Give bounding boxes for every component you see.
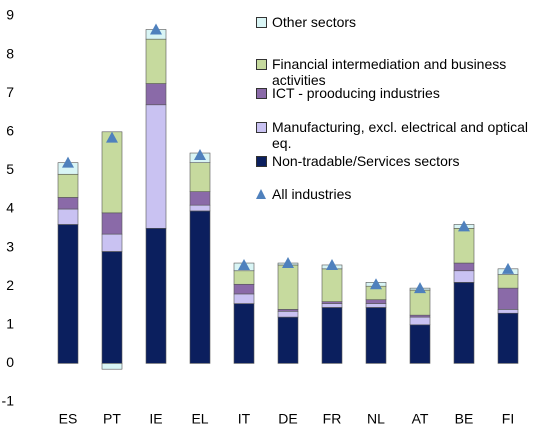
- legend-item: Non-tradable/Services sectors: [256, 153, 540, 169]
- bar-segment: [189, 210, 211, 364]
- bar-segment: [497, 274, 519, 289]
- y-tick-label: 2: [6, 277, 14, 293]
- y-tick-label: 1: [6, 316, 14, 332]
- legend-label: Other sectors: [272, 14, 357, 30]
- bar-segment: [365, 307, 387, 364]
- total-marker: [238, 258, 250, 270]
- total-marker: [194, 148, 206, 160]
- bar-segment: [57, 208, 79, 225]
- bar-segment: [453, 282, 475, 364]
- bar-segment: [145, 38, 167, 84]
- bar-segment: [365, 303, 387, 308]
- legend-item: Manufacturing, excl. electrical and opti…: [256, 119, 540, 151]
- x-tick-label: AT: [412, 411, 429, 427]
- bar-segment: [233, 283, 255, 295]
- y-tick-label: 0: [6, 354, 14, 370]
- x-tick-label: PT: [103, 411, 121, 427]
- bar-segment: [409, 316, 431, 326]
- legend-marker: [256, 156, 267, 167]
- bar-segment: [57, 173, 79, 198]
- bar-segment: [101, 212, 123, 235]
- y-tick-label: 3: [6, 238, 14, 254]
- legend-label: Financial intermediation and business ac…: [272, 56, 507, 88]
- legend-marker: [256, 59, 267, 70]
- bar-segment: [57, 197, 79, 210]
- legend-item: ICT - prooducing industries: [256, 85, 540, 101]
- bar-segment: [277, 316, 299, 364]
- legend-marker: [256, 17, 267, 28]
- x-tick-label: DE: [278, 411, 297, 427]
- x-tick-label: FI: [502, 411, 514, 427]
- bar-segment: [453, 262, 475, 272]
- total-marker: [62, 156, 74, 168]
- bar-segment: [453, 270, 475, 283]
- total-marker: [458, 220, 470, 232]
- x-tick-label: BE: [455, 411, 474, 427]
- legend-marker: [256, 88, 267, 99]
- legend-label: Manufacturing, excl. electrical and opti…: [272, 119, 529, 151]
- x-tick-label: FR: [323, 411, 342, 427]
- bar-segment: [497, 287, 519, 310]
- total-marker: [150, 23, 162, 35]
- x-tick-label: ES: [59, 411, 78, 427]
- bar-segment: [409, 324, 431, 364]
- x-tick-label: NL: [367, 411, 385, 427]
- bar-segment: [189, 204, 211, 212]
- y-tick-label: 9: [6, 7, 14, 23]
- total-marker: [502, 262, 514, 274]
- legend-item: Financial intermediation and business ac…: [256, 56, 540, 88]
- y-tick-label: 4: [6, 200, 14, 216]
- bar-segment: [145, 104, 167, 229]
- total-marker: [370, 278, 382, 290]
- x-tick-label: EL: [191, 411, 208, 427]
- x-tick-label: IT: [238, 411, 251, 427]
- bar-segment: [321, 268, 343, 302]
- legend-marker: [256, 189, 266, 199]
- y-tick-label: 6: [6, 123, 14, 139]
- bar-segment: [101, 251, 123, 364]
- bar-segment: [233, 303, 255, 364]
- y-tick-label: -1: [2, 393, 15, 409]
- bar-segment: [321, 307, 343, 364]
- legend-item: All industries: [256, 186, 540, 202]
- y-tick-label: 5: [6, 161, 14, 177]
- total-marker: [414, 282, 426, 294]
- bar-segment: [233, 293, 255, 304]
- bar-segment: [365, 299, 387, 304]
- bar-segment: [453, 228, 475, 264]
- bar-segment: [277, 264, 299, 310]
- bar-segment: [189, 162, 211, 192]
- x-tick-label: IE: [149, 411, 162, 427]
- legend-label: All industries: [272, 186, 352, 202]
- bar-segment: [145, 228, 167, 364]
- bar-segment: [233, 270, 255, 285]
- legend-item: Other sectors: [256, 14, 540, 30]
- bar-segment: [189, 191, 211, 206]
- bar-segment: [101, 233, 123, 252]
- total-marker: [106, 131, 118, 143]
- y-tick-label: 8: [6, 45, 14, 61]
- bar-segment: [277, 310, 299, 318]
- total-marker: [326, 258, 338, 270]
- legend-label: ICT - prooducing industries: [272, 85, 440, 101]
- legend-marker: [256, 122, 267, 133]
- bar-segment: [57, 224, 79, 364]
- bar-segment: [321, 303, 343, 308]
- bar-segment: [101, 363, 123, 370]
- y-tick-label: 7: [6, 84, 14, 100]
- legend-label: Non-tradable/Services sectors: [272, 153, 460, 169]
- bar-segment: [101, 131, 123, 214]
- bar-segment: [497, 312, 519, 364]
- bar-segment: [497, 309, 519, 314]
- total-marker: [282, 257, 294, 269]
- bar-segment: [145, 83, 167, 106]
- bar-segment: [409, 289, 431, 316]
